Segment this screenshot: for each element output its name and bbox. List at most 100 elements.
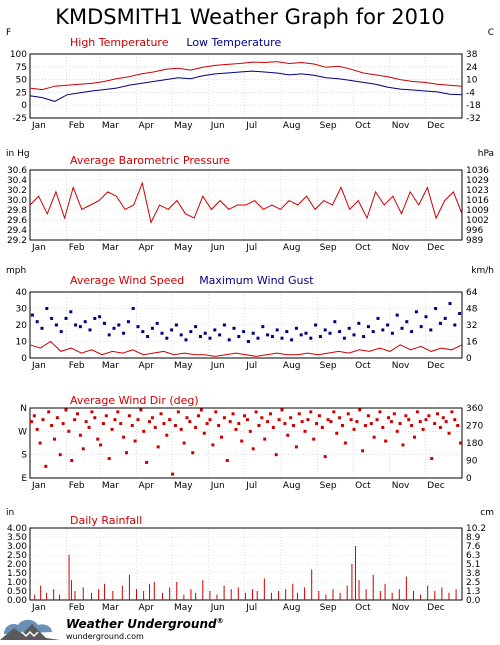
data-point	[54, 323, 58, 327]
y-tick-right: 270	[466, 422, 483, 432]
y-tick-left: 20	[16, 321, 28, 331]
month-tick-label: Apr	[139, 361, 155, 371]
data-point	[430, 457, 434, 461]
data-point	[50, 424, 54, 427]
data-point	[358, 408, 362, 412]
data-point	[162, 422, 166, 426]
data-point	[55, 416, 59, 420]
data-point	[294, 326, 298, 330]
data-point	[133, 439, 137, 443]
data-point	[410, 424, 414, 427]
data-point	[218, 333, 222, 337]
data-point	[260, 416, 264, 420]
y-tick-right: 1036	[466, 166, 489, 176]
data-point	[40, 326, 44, 330]
data-point	[434, 307, 438, 310]
series-line	[29, 181, 463, 225]
data-point	[268, 412, 272, 416]
y-tick-right: 10.2	[466, 524, 486, 534]
data-point	[314, 323, 318, 327]
y-tick-left: 0.50	[7, 587, 27, 597]
y-tick-left: 40	[16, 288, 28, 298]
data-point	[366, 325, 370, 329]
month-tick-label: Jul	[245, 603, 257, 613]
month-tick-label: Jun	[210, 481, 225, 491]
data-point	[369, 422, 373, 426]
data-point	[447, 431, 451, 435]
data-point	[436, 412, 440, 416]
data-point	[245, 418, 249, 422]
data-point	[208, 418, 212, 422]
data-point	[182, 441, 186, 445]
month-tick-label: Jul	[245, 361, 257, 371]
data-point	[69, 310, 73, 314]
data-point	[352, 427, 356, 431]
data-point	[384, 439, 388, 443]
y-tick-right: 48	[466, 305, 478, 315]
data-point	[194, 425, 198, 429]
data-point	[119, 422, 123, 426]
data-point	[74, 323, 78, 327]
data-point	[355, 420, 359, 424]
data-point	[102, 321, 106, 325]
data-point	[280, 336, 284, 340]
data-point	[88, 328, 92, 332]
data-point	[32, 414, 36, 418]
month-tick-label: Feb	[69, 603, 85, 613]
right-unit-label: cm	[480, 508, 494, 518]
y-tick-left: 1.50	[7, 569, 27, 579]
month-tick-label: Jul	[245, 481, 257, 491]
y-tick-right: 64	[466, 288, 478, 298]
month-tick-label: May	[174, 361, 193, 371]
series-line	[29, 61, 463, 91]
series-title: Average Barometric Pressure	[70, 154, 230, 167]
data-point	[126, 320, 130, 324]
y-tick-right: 2.5	[466, 578, 480, 588]
data-point	[160, 331, 164, 335]
data-point	[194, 325, 198, 329]
right-unit-label: hPa	[478, 149, 494, 159]
data-point	[275, 328, 279, 332]
data-point	[438, 321, 442, 325]
data-point	[198, 335, 202, 339]
wind-chart	[29, 291, 463, 359]
data-point	[70, 459, 74, 462]
month-tick-label: Mar	[102, 481, 119, 491]
data-point	[150, 416, 154, 420]
data-point	[343, 441, 347, 445]
month-tick-label: Oct	[355, 243, 371, 253]
data-point	[290, 338, 294, 342]
month-tick-label: Apr	[139, 603, 155, 613]
left-unit-label: F	[6, 28, 11, 38]
data-point	[50, 316, 54, 320]
data-point	[113, 418, 117, 422]
y-tick-left: -25	[12, 114, 27, 124]
data-point	[318, 335, 322, 339]
data-point	[412, 435, 416, 439]
month-tick-label: Jan	[31, 481, 46, 491]
month-tick-label: Oct	[355, 481, 371, 491]
data-point	[371, 330, 375, 334]
data-point	[148, 420, 152, 424]
month-tick-label: Apr	[139, 243, 155, 253]
plot-frame	[29, 527, 463, 601]
data-point	[441, 416, 445, 420]
rainfall-chart	[29, 527, 463, 601]
y-tick-left: 2.00	[7, 560, 27, 570]
data-point	[117, 323, 121, 327]
data-point	[168, 418, 172, 422]
y-tick-right: 5.1	[466, 560, 480, 570]
month-tick-label: Nov	[392, 361, 410, 371]
data-point	[87, 425, 91, 429]
series-title: Average Wind Speed	[70, 274, 184, 287]
y-tick-right: 1009	[466, 206, 489, 216]
data-point	[424, 315, 428, 319]
data-point	[199, 408, 203, 412]
y-tick-left: 30	[16, 305, 28, 315]
data-point	[357, 321, 361, 325]
data-point	[320, 425, 324, 429]
data-point	[419, 325, 423, 329]
data-point	[84, 420, 88, 424]
data-point	[78, 433, 82, 437]
data-point	[189, 330, 193, 334]
